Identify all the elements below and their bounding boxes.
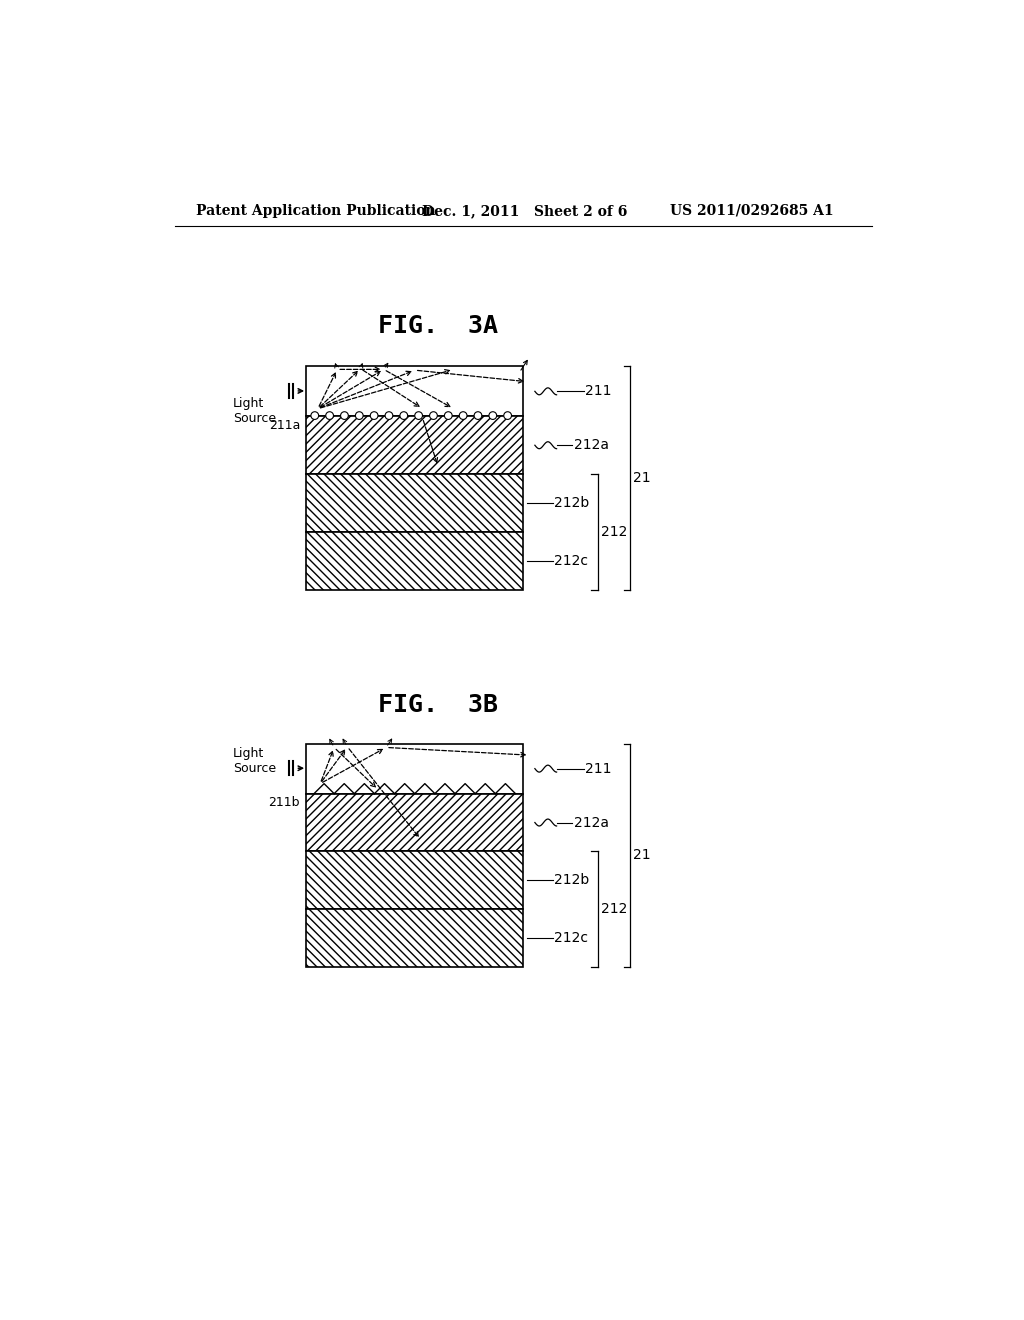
Text: 212c: 212c [554,553,588,568]
Text: 211b: 211b [268,796,300,809]
Bar [306,416,523,474]
Circle shape [311,412,318,420]
Text: 211: 211 [586,384,611,399]
Circle shape [415,412,423,420]
Bar [306,474,523,532]
Text: Light
Source: Light Source [232,397,275,425]
Text: FIG.  3B: FIG. 3B [378,693,498,717]
Circle shape [459,412,467,420]
Circle shape [385,412,393,420]
Circle shape [371,412,378,420]
Circle shape [488,412,497,420]
Circle shape [474,412,482,420]
Text: 211: 211 [586,762,611,776]
Text: 211a: 211a [268,418,300,432]
Bar [306,367,523,416]
Text: 21: 21 [633,471,651,484]
Bar [306,793,523,851]
Text: 212c: 212c [554,931,588,945]
Text: Dec. 1, 2011   Sheet 2 of 6: Dec. 1, 2011 Sheet 2 of 6 [423,203,628,218]
Text: 212b: 212b [554,874,590,887]
Text: US 2011/0292685 A1: US 2011/0292685 A1 [671,203,835,218]
Circle shape [444,412,453,420]
Text: 21: 21 [633,849,651,862]
Circle shape [430,412,437,420]
Text: 212a: 212a [573,816,608,829]
Text: 212a: 212a [573,438,608,453]
Bar [306,909,523,966]
Circle shape [355,412,364,420]
Bar [306,743,523,793]
Circle shape [341,412,348,420]
Circle shape [326,412,334,420]
Text: FIG.  3A: FIG. 3A [378,314,498,338]
Text: 212: 212 [601,525,627,539]
Text: 212b: 212b [554,496,590,510]
Text: Light
Source: Light Source [232,747,275,775]
Text: 212: 212 [601,902,627,916]
Text: Patent Application Publication: Patent Application Publication [197,203,436,218]
Circle shape [504,412,512,420]
Circle shape [400,412,408,420]
Bar [306,851,523,909]
Bar [306,532,523,590]
